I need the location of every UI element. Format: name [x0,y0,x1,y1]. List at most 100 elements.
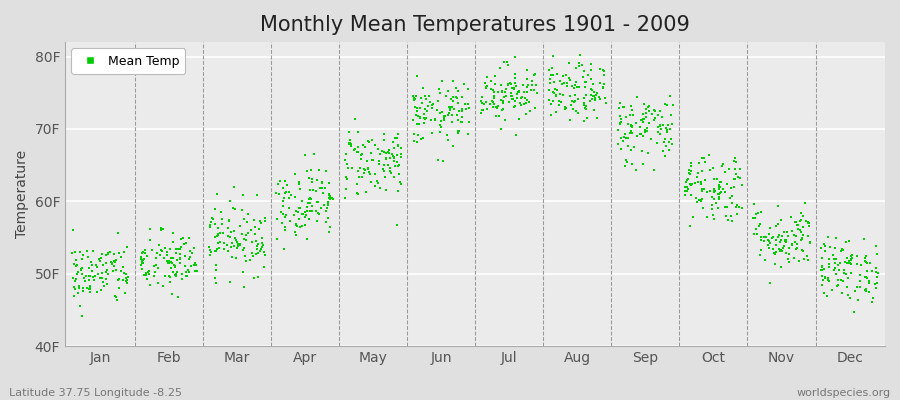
Point [76,285,90,292]
Point [844,256,859,262]
Point [438,93,453,99]
Point [757,234,771,240]
Point [339,161,354,167]
Point [647,117,662,124]
Point [409,112,423,118]
Point [390,158,404,165]
Point [374,148,389,154]
Point [568,91,582,98]
Point [105,260,120,266]
Point [679,188,693,194]
Point [555,81,570,88]
Point [661,122,675,128]
Point [449,94,464,100]
Point [488,81,502,88]
Point [418,106,433,112]
Point [139,270,153,276]
Point [322,229,337,236]
Point [641,104,655,110]
Point [152,242,166,248]
Point [282,205,296,211]
Point [420,103,435,109]
Point [302,196,316,202]
Point [312,211,327,217]
Point [461,131,475,137]
Point [141,271,156,278]
Point [544,72,558,78]
Legend: Mean Temp: Mean Temp [71,48,185,74]
Point [854,261,868,268]
Point [445,112,459,118]
Point [768,251,782,257]
Point [592,66,607,72]
Point [542,66,556,73]
Point [361,166,375,172]
Point [98,269,112,275]
Point [519,110,534,117]
Point [169,246,184,252]
Point [418,114,433,121]
Point [158,244,172,251]
Point [289,208,303,214]
Point [725,192,740,199]
Point [801,218,815,225]
Point [637,116,652,123]
Point [706,165,720,172]
Point [699,214,714,220]
Point [664,121,679,127]
Point [307,150,321,157]
Point [238,253,252,260]
Point [613,113,627,119]
Point [110,297,124,304]
Point [705,194,719,200]
Point [151,280,166,286]
Point [562,77,577,84]
Point [314,205,328,211]
Point [651,112,665,118]
Point [433,129,447,136]
Point [787,255,801,261]
Point [798,218,813,224]
Point [119,275,133,281]
Point [757,238,771,244]
Point [94,255,108,261]
Point [223,197,238,204]
Point [787,232,801,238]
Point [751,210,765,216]
Point [655,148,670,154]
Point [387,135,401,141]
Point [362,139,376,145]
Point [684,168,698,174]
Point [652,122,667,128]
Point [385,153,400,159]
Point [320,218,334,225]
Point [714,179,728,185]
Point [357,167,372,174]
Point [516,82,530,88]
Point [796,247,811,254]
Point [634,148,649,154]
Point [135,249,149,255]
Point [217,240,231,246]
Point [473,97,488,104]
Point [147,273,161,279]
Point [221,217,236,224]
Point [81,254,95,260]
Point [112,276,127,283]
Point [288,194,302,200]
Point [319,208,333,214]
Point [505,93,519,100]
Point [215,216,230,222]
Point [769,248,783,255]
Point [277,195,292,201]
Point [104,258,118,265]
Point [237,215,251,222]
Point [625,129,639,136]
Point [309,208,323,214]
Point [654,126,669,132]
Point [753,252,768,258]
Point [111,277,125,284]
Point [580,72,595,79]
Point [120,243,134,250]
Point [795,236,809,242]
